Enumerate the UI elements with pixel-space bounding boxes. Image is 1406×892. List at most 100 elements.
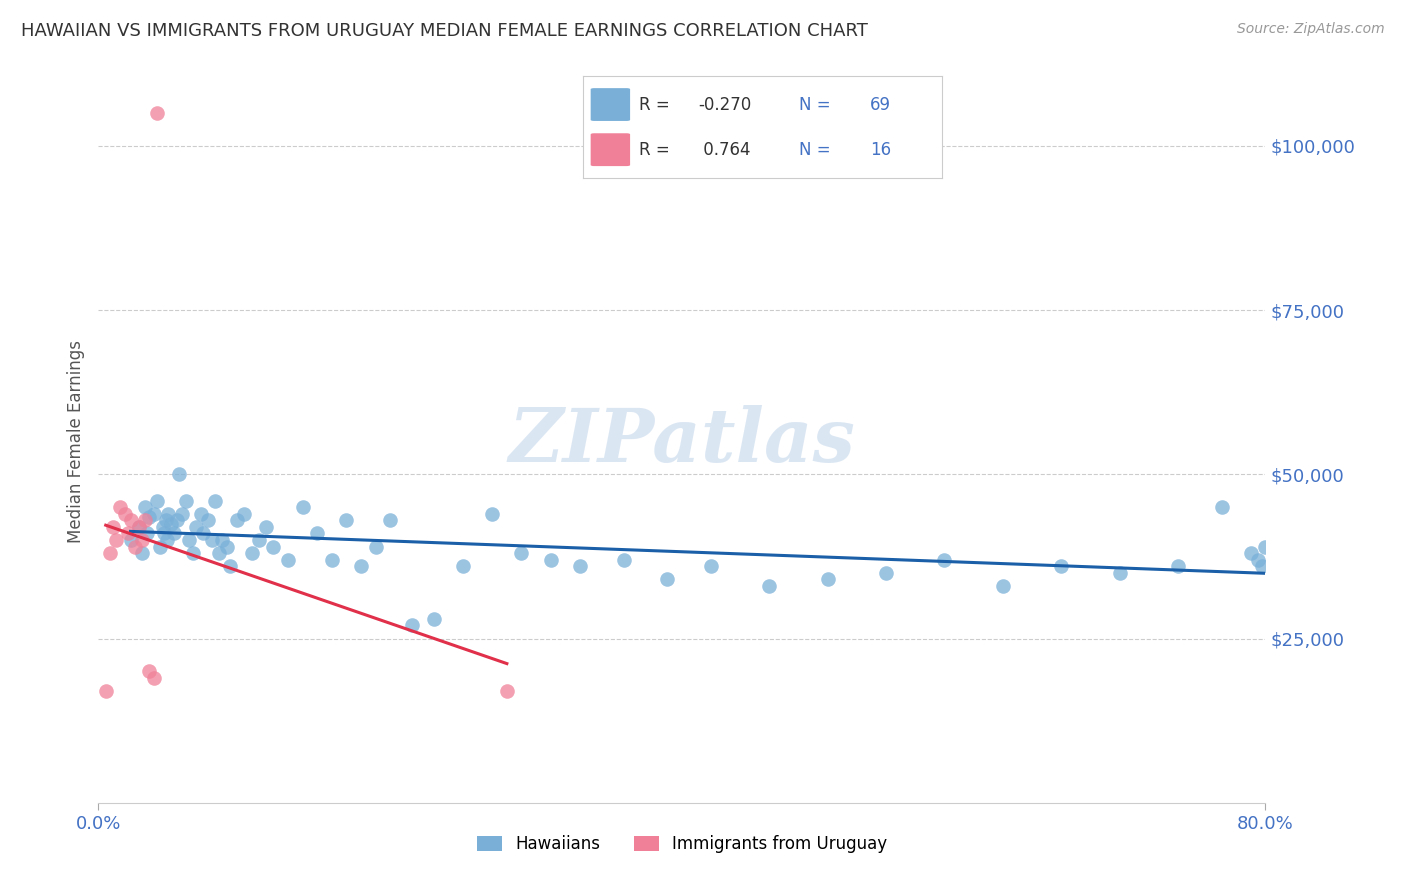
FancyBboxPatch shape [591,133,630,166]
Point [138,510,160,524]
Point [1211,500,1233,515]
Point [174,493,197,508]
Point [153,526,176,541]
Point [114,507,136,521]
Point [1254,540,1277,554]
Point [128,520,150,534]
Text: 16: 16 [870,141,891,159]
Point [149,540,172,554]
Point [124,540,146,554]
Point [875,566,897,580]
Point [1240,546,1263,560]
Point [160,516,183,531]
Point [94,684,117,698]
Point [167,467,190,482]
Text: R =: R = [640,141,669,159]
Point [1251,559,1274,574]
Point [657,573,679,587]
Text: N =: N = [799,95,830,113]
Text: Source: ZipAtlas.com: Source: ZipAtlas.com [1237,22,1385,37]
Point [138,665,160,679]
Point [190,507,212,521]
Legend: Hawaiians, Immigrants from Uruguay: Hawaiians, Immigrants from Uruguay [470,828,894,860]
Point [208,546,231,560]
Point [98,546,121,560]
Point [135,526,157,541]
Point [131,533,153,547]
Point [350,559,373,574]
Text: ZIPatlas: ZIPatlas [509,405,855,478]
Point [321,553,343,567]
Point [218,559,240,574]
Point [142,671,165,685]
Point [254,520,277,534]
Point [1247,553,1270,567]
Text: 69: 69 [870,95,891,113]
Point [211,533,233,547]
Point [1108,566,1130,580]
Point [364,540,387,554]
Text: 0.764: 0.764 [699,141,751,159]
Point [496,684,519,698]
Point [170,507,193,521]
Point [401,618,423,632]
Point [156,533,179,547]
Point [193,526,215,541]
Point [335,513,357,527]
Point [155,513,177,527]
Point [510,546,533,560]
Point [104,533,127,547]
Point [166,513,188,527]
Point [177,533,200,547]
Y-axis label: Median Female Earnings: Median Female Earnings [66,340,84,543]
Text: -0.270: -0.270 [699,95,751,113]
Point [380,513,402,527]
Point [540,553,562,567]
Point [146,106,169,120]
Point [817,573,839,587]
Point [277,553,299,567]
Point [131,546,153,560]
Point [758,579,780,593]
Point [117,526,139,541]
Point [181,546,204,560]
Point [262,540,284,554]
Point [1050,559,1073,574]
Point [226,513,249,527]
Point [215,540,238,554]
FancyBboxPatch shape [591,88,630,121]
Point [120,513,142,527]
Point [612,553,634,567]
Point [186,520,208,534]
Point [163,526,186,541]
Point [991,579,1014,593]
Point [247,533,270,547]
Point [197,513,219,527]
Point [481,507,503,521]
Point [240,546,263,560]
Point [1167,559,1189,574]
Point [110,500,132,515]
Point [134,500,156,515]
Point [142,507,165,521]
Text: HAWAIIAN VS IMMIGRANTS FROM URUGUAY MEDIAN FEMALE EARNINGS CORRELATION CHART: HAWAIIAN VS IMMIGRANTS FROM URUGUAY MEDI… [21,22,868,40]
Point [204,493,226,508]
Text: N =: N = [799,141,830,159]
Point [101,520,124,534]
Point [201,533,224,547]
Point [934,553,956,567]
Point [307,526,329,541]
Point [157,507,180,521]
Point [128,520,150,534]
Point [120,533,142,547]
Point [152,520,174,534]
Point [700,559,723,574]
Point [568,559,591,574]
Point [423,612,446,626]
Point [134,513,156,527]
Point [233,507,256,521]
Point [291,500,314,515]
Point [146,493,169,508]
Text: R =: R = [640,95,669,113]
Point [451,559,474,574]
